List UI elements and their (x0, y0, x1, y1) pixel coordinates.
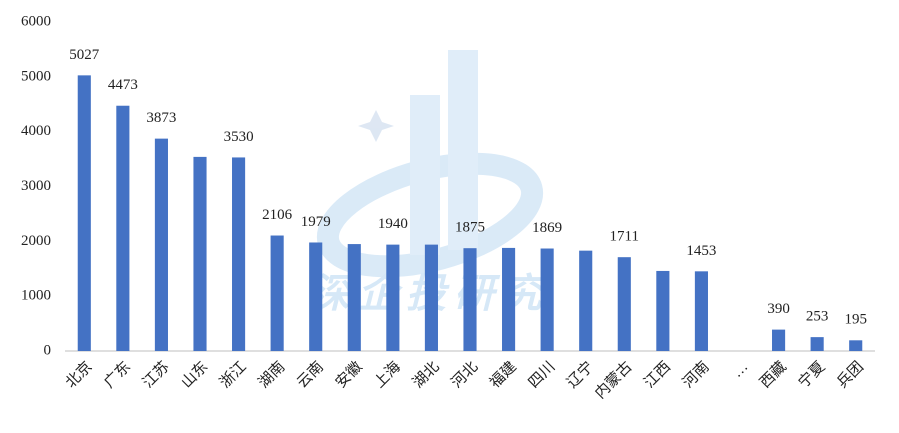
bar (617, 257, 631, 351)
bar (386, 244, 400, 351)
bar (849, 340, 863, 351)
data-label: 3873 (146, 110, 176, 126)
y-tick-label: 3000 (21, 178, 51, 194)
data-label: 5027 (69, 47, 100, 63)
x-tick-label: 安徽 (332, 358, 365, 391)
x-tick-label: 宁夏 (795, 358, 828, 391)
data-label: 3530 (224, 129, 254, 145)
x-tick-label: 内蒙古 (592, 358, 636, 402)
data-label: 1940 (378, 216, 408, 232)
bar (77, 75, 91, 351)
x-tick-label: 福建 (487, 358, 520, 391)
data-label: 1979 (301, 214, 331, 230)
bar (347, 244, 361, 351)
bar (193, 156, 207, 351)
x-tick-label: 广东 (101, 358, 134, 391)
x-tick-label: 河北 (448, 358, 481, 391)
x-tick-label: 四川 (526, 359, 559, 392)
bar (579, 250, 593, 351)
bar (810, 337, 824, 351)
x-tick-label: 浙江 (217, 358, 250, 391)
x-tick-label: 河南 (679, 358, 712, 391)
x-tick-label: 兵团 (834, 358, 867, 391)
y-tick-label: 5000 (21, 68, 51, 84)
y-tick-label: 0 (44, 342, 52, 358)
x-tick-label: 江西 (641, 358, 674, 391)
data-label: 1711 (610, 229, 639, 245)
data-label: 1453 (686, 243, 716, 259)
bar (424, 244, 438, 351)
x-tick-label: 辽宁 (564, 358, 597, 391)
data-label: 4473 (108, 77, 138, 93)
y-tick-label: 1000 (21, 288, 51, 304)
bar (656, 270, 670, 351)
bar (270, 235, 284, 351)
bar (116, 105, 130, 351)
data-label: 1869 (532, 220, 562, 236)
bar (772, 329, 786, 351)
x-tick-label: 北京 (62, 358, 95, 391)
data-label: 390 (767, 301, 790, 317)
x-tick-label: 湖南 (255, 358, 288, 391)
y-tick-label: 6000 (21, 13, 51, 29)
x-tick-label: 江苏 (139, 358, 172, 391)
x-tick-label: … (729, 359, 751, 381)
data-label: 1875 (455, 220, 485, 236)
data-label: 195 (844, 312, 867, 328)
bar (309, 242, 323, 351)
data-label: 253 (806, 309, 829, 325)
y-tick-label: 4000 (21, 123, 51, 139)
bar (154, 138, 168, 351)
bar (502, 247, 516, 351)
x-tick-label: 云南 (294, 358, 327, 391)
x-tick-label: 山东 (178, 358, 211, 391)
x-tick-label: 上海 (371, 358, 404, 391)
data-label: 2106 (262, 207, 293, 223)
bar (540, 248, 554, 351)
bar (463, 248, 477, 351)
x-tick-label: 湖北 (409, 358, 442, 391)
x-tick-label: 西藏 (757, 358, 790, 391)
bar (232, 157, 246, 351)
bar (694, 271, 708, 351)
y-tick-label: 2000 (21, 233, 51, 249)
watermark-logo (316, 50, 544, 278)
